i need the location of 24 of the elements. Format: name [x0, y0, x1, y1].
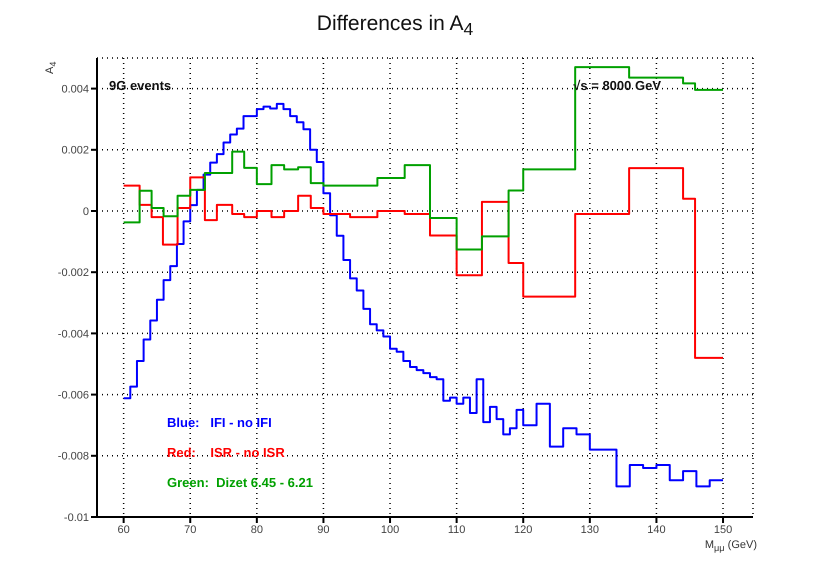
x-tick-label: 120	[514, 524, 532, 536]
x-tick-label: 110	[448, 524, 466, 536]
x-tick-label: 100	[380, 524, 400, 536]
chart-title: Differences in A$_{4}$	[316, 12, 474, 40]
y-tick-label: 0	[82, 206, 89, 218]
x-tick-label: 80	[250, 524, 263, 536]
y-tick-label: -0.006	[58, 390, 89, 402]
x-tick-label: 60	[118, 524, 130, 536]
x-tick-label: 90	[317, 524, 330, 536]
y-tick-label: 0.004	[61, 84, 89, 96]
y-tick-label: 0.002	[61, 144, 89, 157]
annotation: 9G events	[109, 78, 172, 93]
x-tick-label: 140	[647, 524, 666, 536]
text: Red: ISR - no ISR	[167, 444, 286, 462]
text: Blue: IFI - no IFI	[167, 414, 273, 432]
x-tick-label: 150	[714, 524, 732, 536]
y-tick-label: -0.004	[58, 328, 89, 340]
y-tick-label: -0.008	[58, 450, 89, 463]
text: Green: Dizet 6.45 - 6.21	[167, 474, 313, 492]
x-tick-label: 70	[184, 524, 196, 536]
x-tick-label: 130	[580, 524, 600, 536]
y-tick-label: -0.002	[58, 267, 89, 280]
y-tick-label: -0.01	[64, 512, 89, 524]
x-axis-title: M$_{μμ}$ (GeV)	[704, 539, 757, 554]
